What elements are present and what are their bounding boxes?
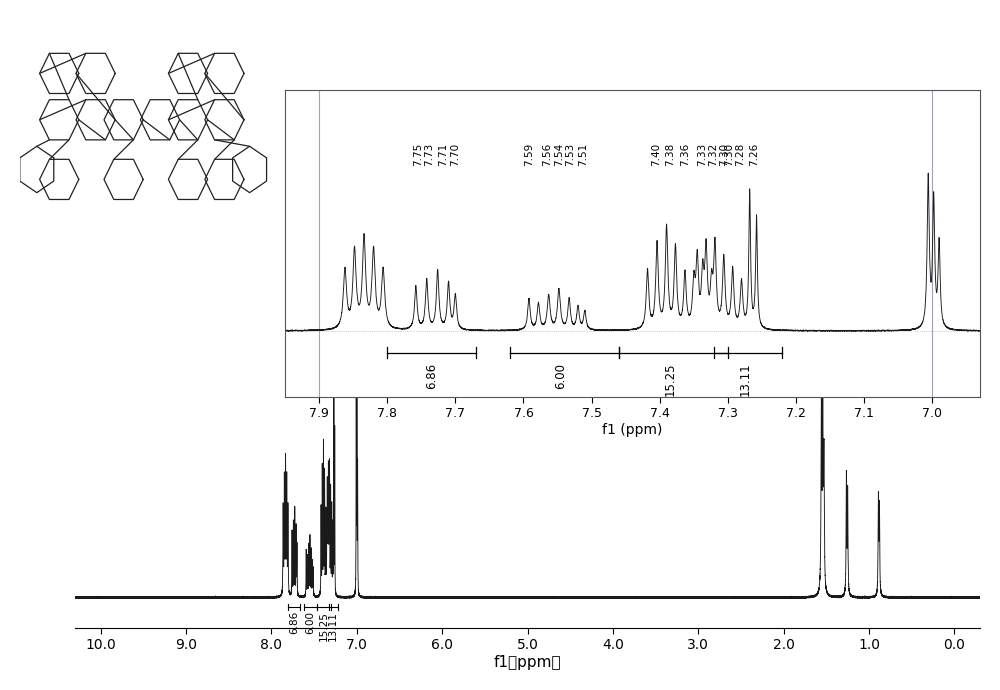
Text: 7.38: 7.38	[665, 144, 675, 166]
Text: 7.53: 7.53	[565, 144, 575, 166]
Text: 15.25: 15.25	[663, 363, 676, 396]
Text: 7.40: 7.40	[651, 144, 661, 166]
Text: 7.51: 7.51	[578, 144, 588, 166]
Text: 7.73: 7.73	[424, 144, 434, 166]
Text: 7.71: 7.71	[438, 144, 448, 166]
Text: 7.59: 7.59	[524, 144, 534, 166]
Text: 6.86: 6.86	[425, 363, 438, 389]
Text: 7.32: 7.32	[708, 144, 718, 166]
Text: 6.00: 6.00	[305, 611, 315, 634]
Text: 7.30: 7.30	[719, 144, 729, 166]
Text: 7.54: 7.54	[554, 144, 564, 166]
Text: 7.70: 7.70	[450, 144, 460, 166]
X-axis label: f1 (ppm): f1 (ppm)	[602, 423, 663, 437]
Text: 7.36: 7.36	[680, 144, 690, 166]
Text: 7.75: 7.75	[413, 144, 423, 166]
Text: 7.33: 7.33	[697, 144, 707, 166]
Text: 13.11: 13.11	[738, 363, 751, 396]
X-axis label: f1（ppm）: f1（ppm）	[494, 655, 561, 670]
Text: 7.56: 7.56	[542, 144, 552, 166]
Text: 15.25: 15.25	[319, 611, 329, 641]
Text: 7.30: 7.30	[724, 144, 734, 166]
Text: 6.86: 6.86	[289, 611, 299, 634]
Text: 7.26: 7.26	[749, 144, 759, 166]
Text: 7.28: 7.28	[735, 144, 745, 166]
Text: 13.11: 13.11	[328, 611, 338, 641]
Text: 6.00: 6.00	[554, 363, 567, 388]
